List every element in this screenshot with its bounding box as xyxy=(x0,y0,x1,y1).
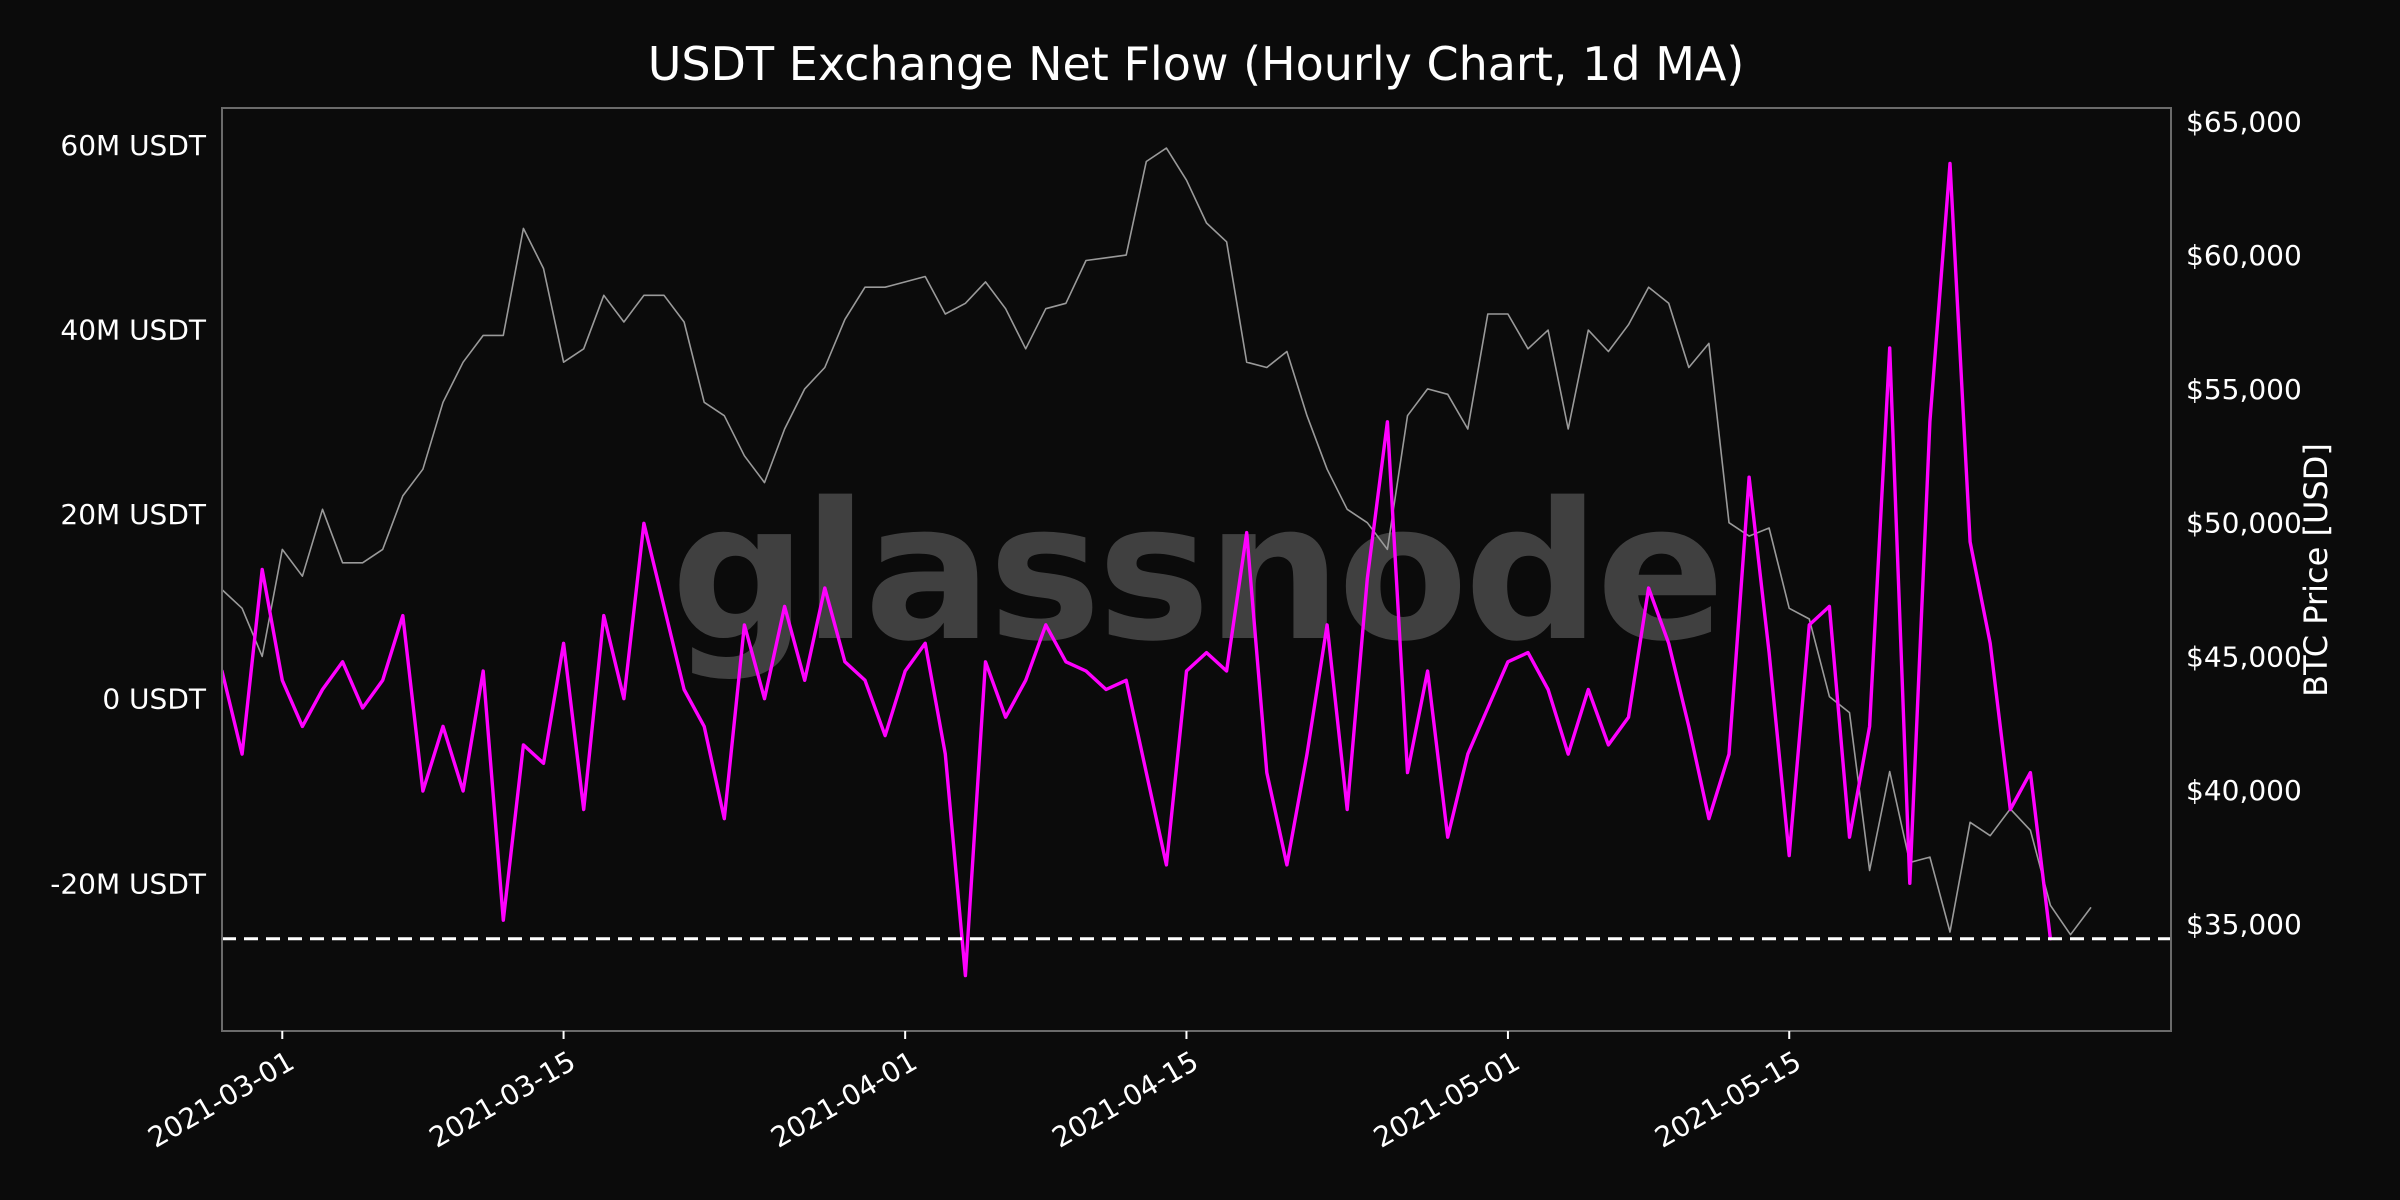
left-tick-label: 20M USDT xyxy=(60,498,207,531)
right-tick-label: $35,000 xyxy=(2186,908,2302,941)
net-flow-line xyxy=(222,161,2053,978)
left-tick-label: 0 USDT xyxy=(102,683,207,716)
btc-price-line xyxy=(222,147,2092,936)
right-tick-label: $60,000 xyxy=(2186,239,2302,272)
chart-title: USDT Exchange Net Flow (Hourly Chart, 1d… xyxy=(648,37,1745,91)
right-axis-label: BTC Price [USD] xyxy=(2297,443,2335,697)
left-tick-label: 40M USDT xyxy=(60,314,207,347)
left-tick-label: 60M USDT xyxy=(60,129,207,162)
watermark: glassnode xyxy=(671,462,1721,683)
right-tick-label: $40,000 xyxy=(2186,774,2302,807)
right-tick-label: $50,000 xyxy=(2186,507,2302,540)
plot-frame xyxy=(221,107,2172,1032)
left-tick-label: -20M USDT xyxy=(50,867,207,900)
right-tick-label: $55,000 xyxy=(2186,373,2302,406)
right-tick-label: $45,000 xyxy=(2186,640,2302,673)
right-tick-label: $65,000 xyxy=(2186,105,2302,138)
